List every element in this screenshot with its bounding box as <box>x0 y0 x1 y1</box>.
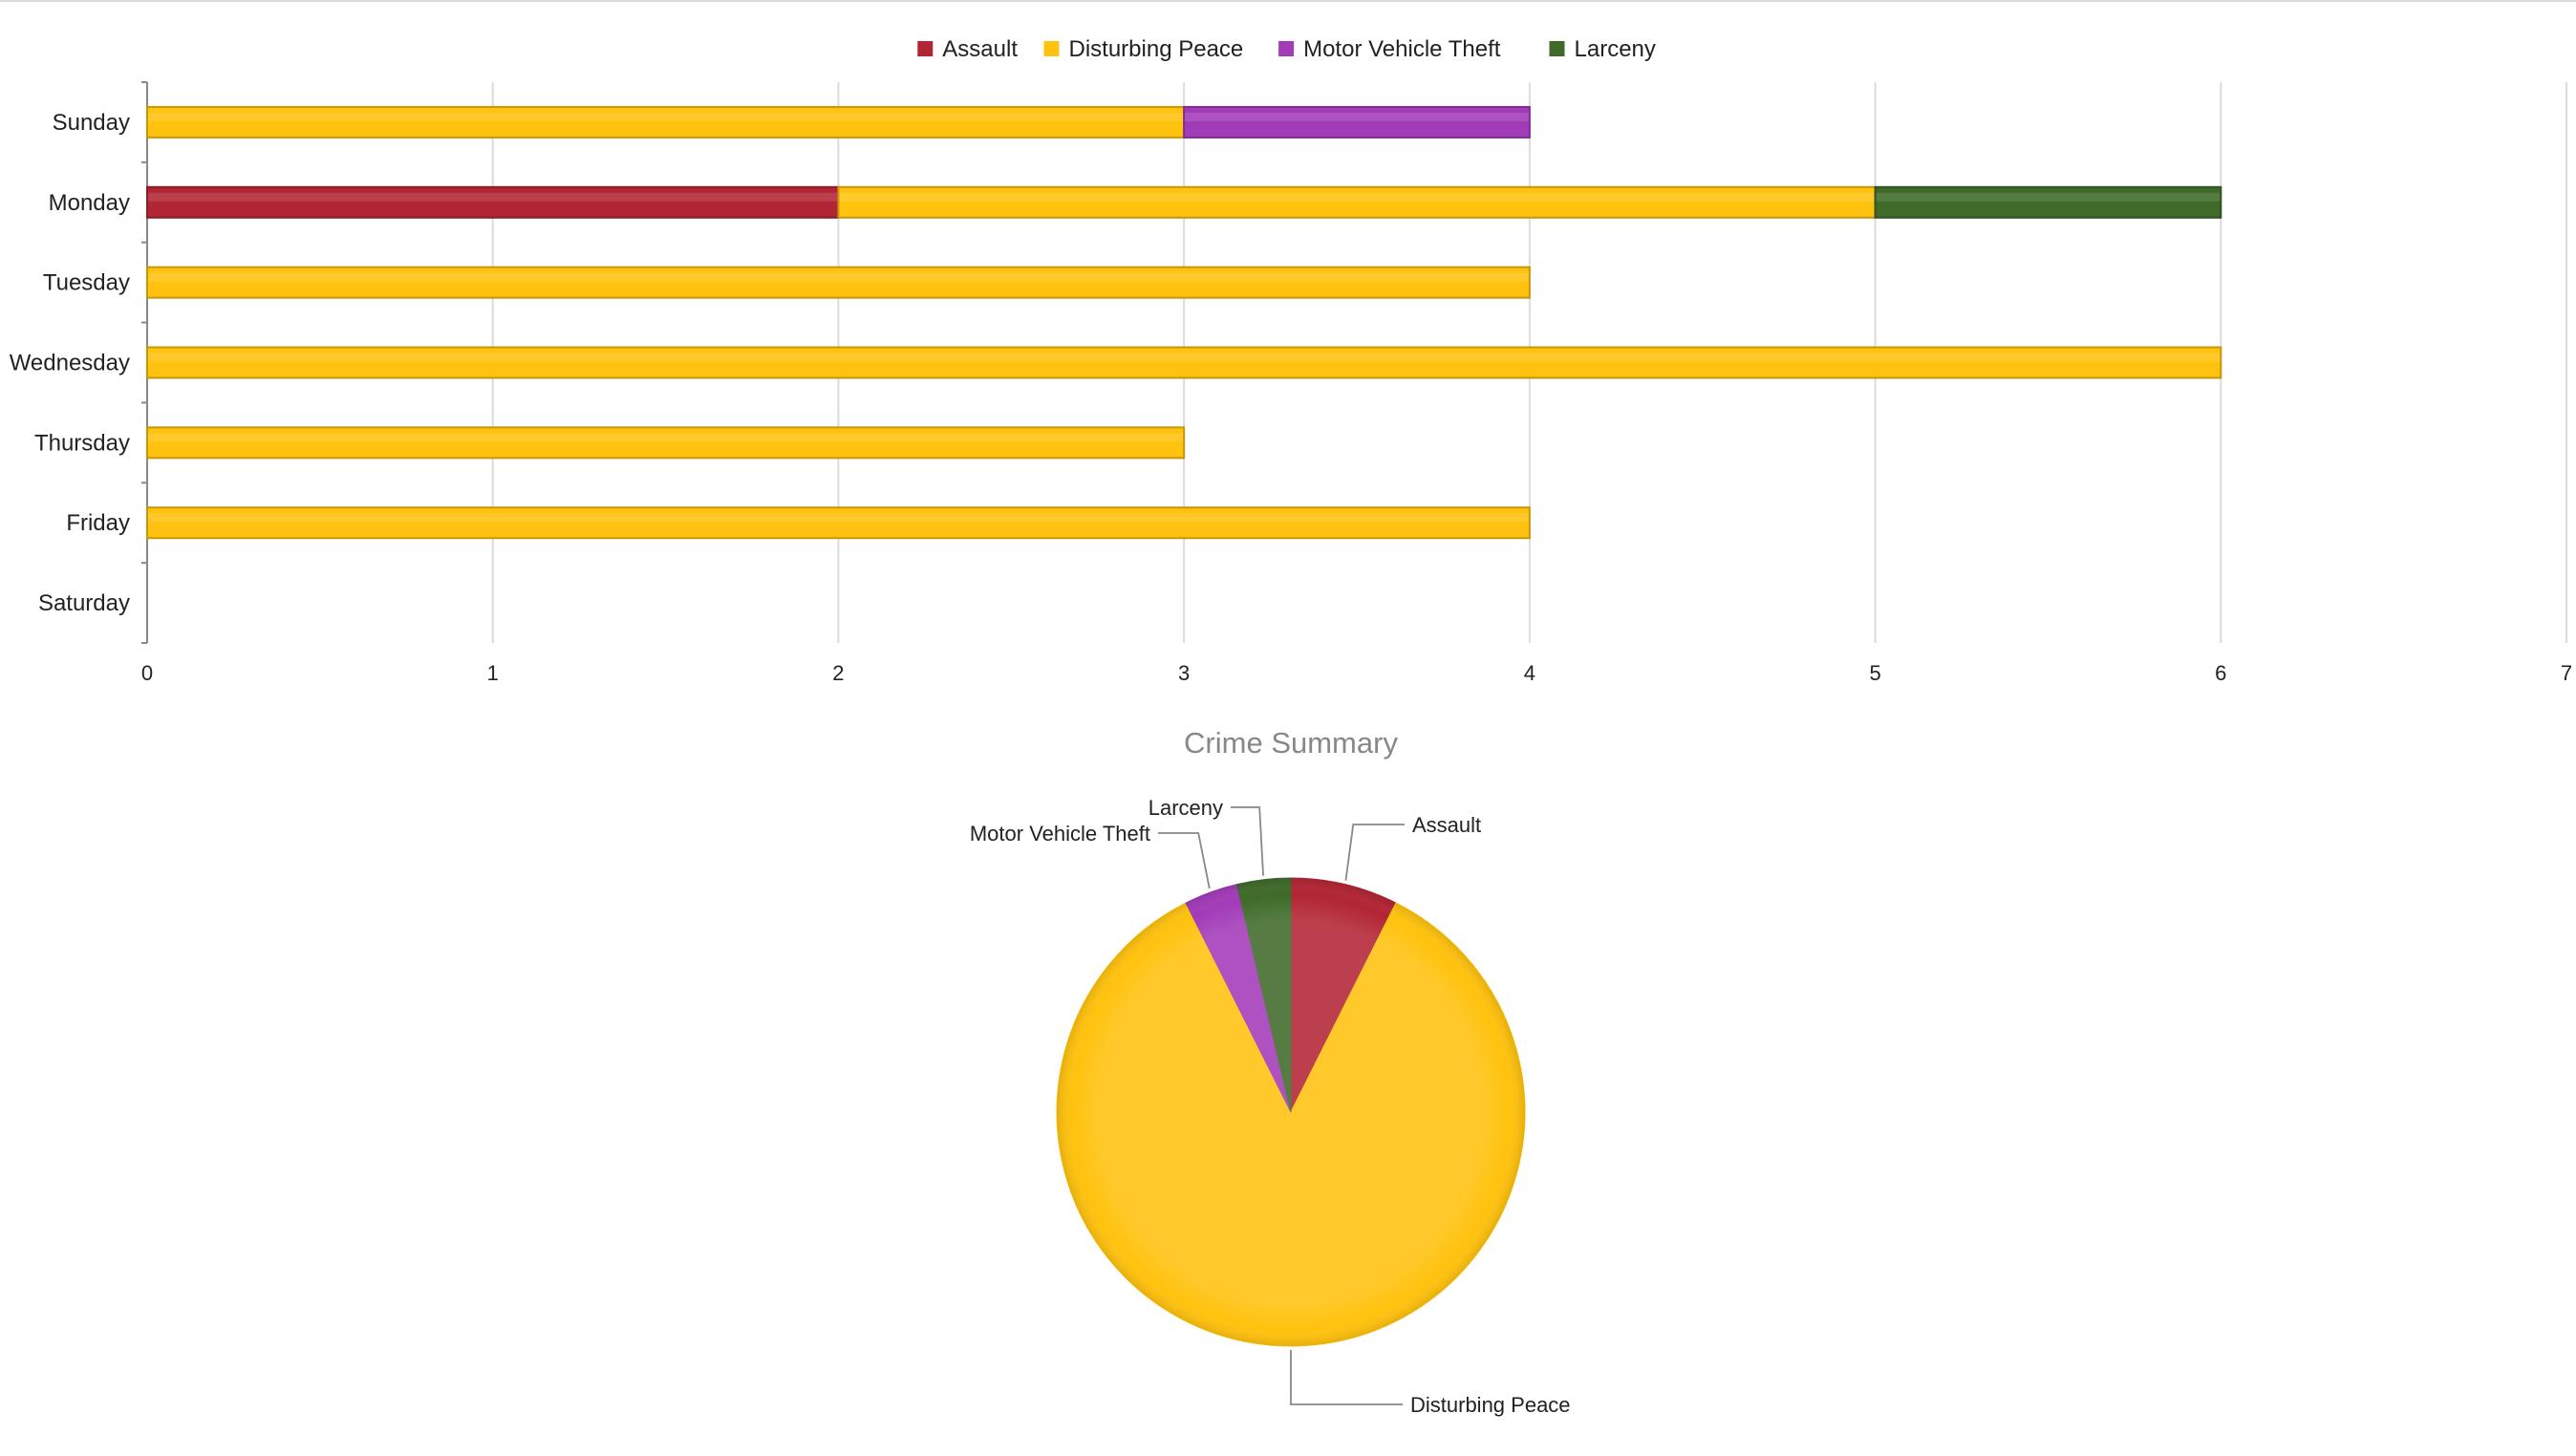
bar-monday-assault[interactable] <box>146 185 840 219</box>
x-tick-label-2: 2 <box>832 661 844 685</box>
bar-segment <box>1874 185 2222 219</box>
legend-item-assault[interactable]: Assault <box>917 36 1018 62</box>
legend-label-motor-vehicle-theft: Motor Vehicle Theft <box>1303 36 1501 62</box>
legend-swatch-disturbing-peace <box>1043 41 1060 56</box>
bar-highlight <box>148 353 2221 362</box>
legend-swatch-motor-vehicle-theft <box>1278 41 1295 56</box>
legend-item-larceny[interactable]: Larceny <box>1549 36 1656 62</box>
x-tick-label-0: 0 <box>141 661 153 685</box>
pie-label-connector-assault <box>1344 824 1405 881</box>
bar-segment <box>146 185 840 219</box>
x-tick-label-7: 7 <box>2561 661 2572 685</box>
pie-shading <box>1057 878 1525 1346</box>
bar-segment <box>837 185 1877 219</box>
bar-segment <box>146 506 1531 540</box>
y-tick-labels: Sunday Monday Tuesday Wednesday Thursday Frid… <box>10 110 130 616</box>
legend-label-disturbing-peace: Disturbing Peace <box>1069 36 1244 62</box>
bar-highlight <box>1185 112 1529 121</box>
pie-slices <box>1056 877 1526 1347</box>
stacked-bar-chart: Assault Disturbing Peace Motor Vehicle The… <box>10 36 2572 685</box>
bar-series <box>146 105 2222 540</box>
y-tick-label-tuesday: Tuesday <box>43 270 130 296</box>
chart-legend: Assault Disturbing Peace Motor Vehicle The… <box>917 36 1656 62</box>
y-tick-label-saturday: Saturday <box>38 590 130 616</box>
bar-monday-disturbing-peace[interactable] <box>837 185 1877 219</box>
bar-monday-larceny[interactable] <box>1874 185 2222 219</box>
bar-friday-disturbing-peace[interactable] <box>146 506 1531 540</box>
bar-segment <box>146 346 2222 379</box>
x-tick-labels: 0 1 2 3 4 5 6 7 <box>141 661 2572 685</box>
legend-swatch-assault <box>917 41 934 56</box>
legend-label-larceny: Larceny <box>1575 36 1656 62</box>
bar-sunday-motor-vehicle-theft[interactable] <box>1183 105 1531 139</box>
legend-label-assault: Assault <box>942 36 1018 62</box>
legend-item-motor-vehicle-theft[interactable]: Motor Vehicle Theft <box>1278 36 1501 62</box>
bar-highlight <box>148 433 1184 442</box>
pie-label-motor-vehicle-theft: Motor Vehicle Theft <box>970 822 1150 846</box>
y-tick-label-friday: Friday <box>66 510 130 536</box>
pie-chart: Crime Summary Assault Disturbing Peace Moto… <box>970 726 1571 1417</box>
bar-tuesday-disturbing-peace[interactable] <box>146 266 1531 299</box>
bar-highlight <box>839 192 1875 202</box>
pie-label-connector-disturbing-peace <box>1290 1350 1403 1405</box>
bar-highlight <box>148 513 1529 523</box>
legend-item-disturbing-peace[interactable]: Disturbing Peace <box>1043 36 1244 62</box>
x-tick-label-5: 5 <box>1869 661 1880 685</box>
bar-highlight <box>148 272 1529 282</box>
x-tick-label-3: 3 <box>1178 661 1190 685</box>
bar-segment <box>1183 105 1531 139</box>
bar-segment <box>146 266 1531 299</box>
y-tick-label-thursday: Thursday <box>34 430 130 456</box>
pie-label-connector-larceny <box>1231 806 1264 876</box>
x-grid <box>491 82 2567 643</box>
y-tick-label-sunday: Sunday <box>53 110 130 136</box>
bar-highlight <box>1876 192 2221 202</box>
pie-label-connector-motor-vehicle-theft <box>1158 832 1211 889</box>
bar-sunday-disturbing-peace[interactable] <box>146 105 1186 139</box>
legend-swatch-larceny <box>1549 41 1565 56</box>
x-tick-label-6: 6 <box>2215 661 2226 685</box>
bar-segment <box>146 105 1186 139</box>
pie-title: Crime Summary <box>1184 726 1398 760</box>
bar-segment <box>146 426 1186 460</box>
bar-highlight <box>148 112 1184 121</box>
y-tick-label-wednesday: Wednesday <box>10 351 130 376</box>
x-tick-label-1: 1 <box>487 661 499 685</box>
bar-highlight <box>148 192 838 202</box>
y-tick-label-monday: Monday <box>49 190 130 216</box>
bar-thursday-disturbing-peace[interactable] <box>146 426 1186 460</box>
top-divider <box>0 0 2576 2</box>
pie-label-larceny: Larceny <box>1148 796 1223 820</box>
x-tick-label-4: 4 <box>1524 661 1535 685</box>
pie-label-disturbing-peace: Disturbing Peace <box>1410 1393 1571 1417</box>
bar-wednesday-disturbing-peace[interactable] <box>146 346 2222 379</box>
pie-labels: Assault Disturbing Peace Motor Vehicle The… <box>970 796 1571 1417</box>
pie-label-assault: Assault <box>1412 813 1481 837</box>
